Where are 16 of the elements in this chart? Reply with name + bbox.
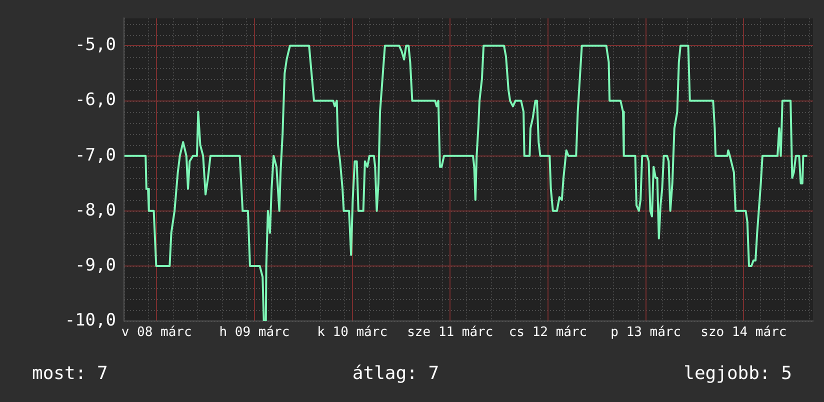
text: most: 7 xyxy=(32,363,108,384)
x-tick-label: szo 14 márc xyxy=(700,325,787,340)
y-tick-label: -7,0 xyxy=(75,145,116,166)
x-tick-label: cs 12 márc xyxy=(508,325,588,340)
text: átlag: 7 xyxy=(352,363,440,384)
x-tick-label: sze 11 márc xyxy=(407,325,494,340)
y-tick-label: -8,0 xyxy=(75,200,116,220)
y-tick-label: -9,0 xyxy=(75,255,116,276)
x-tick-label: h 09 márc xyxy=(219,325,290,340)
x-tick-label: v 08 márc xyxy=(121,325,192,340)
x-tick-label: k 10 márc xyxy=(317,325,388,340)
x-tick-label: p 13 márc xyxy=(610,325,682,340)
y-tick-label: -6,0 xyxy=(75,90,116,110)
text: legjobb: 5 xyxy=(684,363,792,384)
y-tick-label: -5,0 xyxy=(75,35,116,56)
y-tick-label: -10,0 xyxy=(64,310,116,330)
